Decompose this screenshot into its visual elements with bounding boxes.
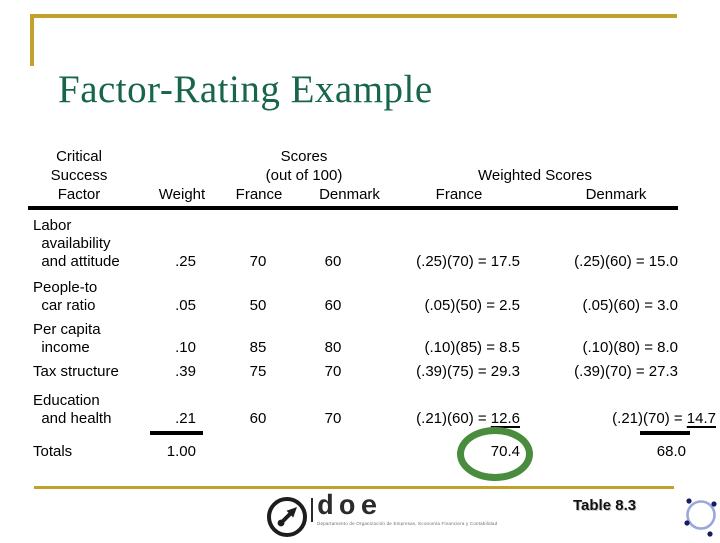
weighted-expression: (.25)(60) = [574, 253, 649, 270]
weighted-value: 14.7 [686, 410, 716, 427]
table-row: People-to car ratio .05 50 60 (.05)(50) … [0, 279, 720, 315]
weighted-expression: (.25)(70) = [416, 253, 491, 270]
winner-highlight-ellipse [457, 427, 533, 481]
weighted-value: 17.5 [490, 253, 520, 270]
denmark-score-cell: 70 [324, 363, 342, 380]
factor-cell: Tax structure [33, 363, 119, 380]
denmark-score-cell: 70 [324, 410, 342, 427]
table-row: Education and health .21 60 70 (.21)(60)… [0, 392, 720, 428]
weighted-value: 12.6 [490, 410, 520, 427]
france-score-cell: 70 [249, 253, 267, 270]
weighted-france-cell: (.39)(75) = 29.3 [388, 363, 520, 381]
weight-cell: .25 [175, 253, 196, 270]
table-row: Tax structure .39 75 70 (.39)(75) = 29.3… [0, 363, 720, 381]
weighted-value: 27.3 [648, 363, 678, 380]
france-score-cell: 50 [249, 297, 267, 314]
weight-cell: .05 [175, 297, 196, 314]
weighted-expression: (.05)(50) = [424, 297, 500, 314]
table-reference-label: Table 8.3 [573, 497, 637, 514]
weighted-expression: (.10)(85) = [424, 339, 500, 356]
totals-weighted-denmark: 68.0 [656, 443, 686, 460]
weighted-france-cell: (.10)(85) = 8.5 [388, 339, 520, 357]
weighted-value: 8.5 [499, 339, 520, 356]
doe-wordmark: doe [317, 492, 383, 523]
weighted-france-cell: (.21)(60) = 12.6 [388, 410, 558, 428]
denmark-total-rule [640, 431, 690, 435]
factor-cell: Labor availability and attitude [33, 217, 120, 270]
weighted-expression: (.21)(60) = [416, 410, 491, 427]
factor-cell: Per capita income [33, 321, 101, 356]
factor-cell: People-to car ratio [33, 279, 98, 314]
weighted-expression: (.39)(75) = [416, 363, 491, 380]
denmark-score-cell: 60 [324, 297, 342, 314]
france-score-cell: 85 [249, 339, 267, 356]
column-group-weighted-scores: Weighted Scores [478, 167, 592, 184]
weighted-expression: (.10)(80) = [582, 339, 658, 356]
doe-logo-icon [266, 496, 308, 543]
totals-row: Totals 1.00 70.4 68.0 [0, 443, 720, 461]
weighted-denmark-cell: (.21)(70) = 14.7 [576, 410, 716, 428]
denmark-score-cell: 80 [324, 339, 342, 356]
doe-caption: Departamento de Organización de Empresas… [317, 521, 498, 526]
france-score-cell: 75 [249, 363, 267, 380]
slide-title: Factor-Rating Example [58, 68, 433, 111]
top-accent-line [30, 14, 677, 18]
totals-weight: 1.00 [166, 443, 196, 460]
weighted-value: 2.5 [499, 297, 520, 314]
weighted-expression: (.05)(60) = [582, 297, 658, 314]
france-score-cell: 60 [249, 410, 267, 427]
weighted-denmark-cell: (.25)(60) = 15.0 [538, 253, 678, 271]
factor-cell: Education and health [33, 392, 112, 427]
weighted-denmark-cell: (.10)(80) = 8.0 [538, 339, 678, 357]
left-accent-line [30, 14, 34, 66]
table-row: Per capita income .10 85 80 (.10)(85) = … [0, 321, 720, 357]
weighted-denmark-cell: (.39)(70) = 27.3 [538, 363, 678, 381]
totals-label: Totals [33, 443, 73, 460]
table-header-rule [28, 206, 678, 210]
weight-total-rule [150, 431, 203, 435]
column-group-scores: Scores (out of 100) [265, 148, 343, 184]
weighted-value: 29.3 [490, 363, 520, 380]
weight-cell: .21 [175, 410, 196, 427]
column-header-weight: Weight [158, 186, 206, 203]
weighted-expression: (.21)(70) = [612, 410, 687, 427]
logo-divider [311, 498, 313, 522]
weighted-denmark-cell: (.05)(60) = 3.0 [538, 297, 678, 315]
corner-ring-icon [683, 493, 719, 542]
weighted-value: 3.0 [657, 297, 678, 314]
weighted-expression: (.39)(70) = [574, 363, 649, 380]
column-header-weighted-france: France [435, 186, 483, 203]
weighted-value: 15.0 [648, 253, 678, 270]
weighted-france-cell: (.25)(70) = 17.5 [388, 253, 520, 271]
table-row: Labor availability and attitude .25 70 6… [0, 217, 720, 271]
weight-cell: .39 [175, 363, 196, 380]
weighted-value: 8.0 [657, 339, 678, 356]
column-header-factor: Critical Success Factor [50, 148, 108, 203]
weighted-france-cell: (.05)(50) = 2.5 [388, 297, 520, 315]
denmark-score-cell: 60 [324, 253, 342, 270]
weight-cell: .10 [175, 339, 196, 356]
bottom-accent-line [34, 486, 674, 489]
column-header-scores-denmark: Denmark [319, 186, 380, 203]
column-header-weighted-denmark: Denmark [585, 186, 647, 203]
column-header-scores-france: France [235, 186, 283, 203]
